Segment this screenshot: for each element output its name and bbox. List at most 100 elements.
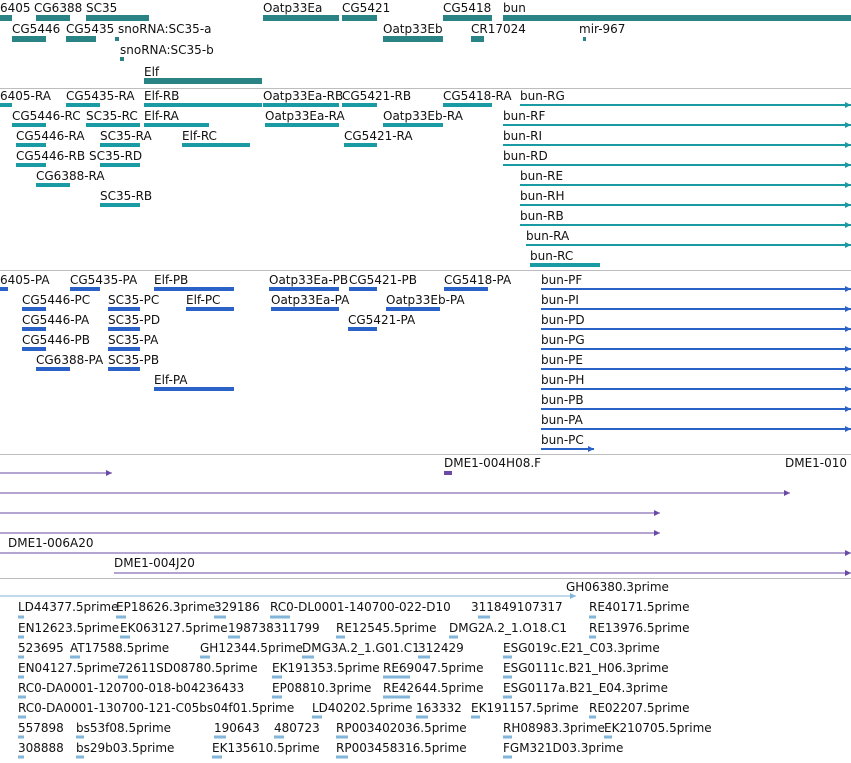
feature-bar[interactable] <box>272 675 282 679</box>
feature[interactable]: CG5446-RC <box>12 109 81 127</box>
feature-bar[interactable] <box>274 735 284 739</box>
feature-bar[interactable] <box>0 472 112 474</box>
feature[interactable]: Oatp33Eb-PA <box>386 293 465 311</box>
feature-bar[interactable] <box>263 15 339 21</box>
feature-bar[interactable] <box>444 287 488 291</box>
feature-bar[interactable] <box>18 635 24 639</box>
feature[interactable]: 190643 <box>214 721 260 739</box>
feature-bar[interactable] <box>144 103 262 107</box>
feature[interactable]: DME1-010 <box>0 456 847 496</box>
feature[interactable]: DME1-004H08.F <box>444 456 541 475</box>
feature[interactable]: ESG0111c.B21_H06.3prime <box>503 661 669 679</box>
feature-bar[interactable] <box>18 715 26 719</box>
feature-bar[interactable] <box>118 675 128 679</box>
feature-bar[interactable] <box>214 615 226 619</box>
feature-bar[interactable] <box>526 244 851 246</box>
feature-bar[interactable] <box>503 695 512 699</box>
feature-bar[interactable] <box>541 368 851 370</box>
feature-bar[interactable] <box>383 675 410 679</box>
feature[interactable]: RE12545.5prime <box>336 621 437 639</box>
feature-bar[interactable] <box>18 695 26 699</box>
feature[interactable]: EK063127.5prime <box>120 621 228 639</box>
feature-bar[interactable] <box>478 615 490 619</box>
feature[interactable]: CG5446-PC <box>22 293 90 311</box>
feature[interactable]: bun-PG <box>541 333 851 352</box>
feature[interactable]: AT17588.5prime <box>70 641 169 659</box>
feature[interactable]: bun-RI <box>503 129 851 148</box>
feature[interactable]: EK191157.5prime <box>471 701 579 719</box>
feature[interactable]: CG5435-RA <box>66 89 135 107</box>
feature[interactable]: RE02207.5prime <box>589 701 690 719</box>
feature[interactable]: 312429 <box>418 641 464 659</box>
feature[interactable]: mir-967 <box>579 22 625 41</box>
feature[interactable]: EK191353.5prime <box>272 661 380 679</box>
feature[interactable]: bun-PH <box>541 373 851 392</box>
feature[interactable]: Oatp33Eb-RA <box>383 109 464 127</box>
feature[interactable]: bs29b03.5prime <box>76 741 174 759</box>
feature-bar[interactable] <box>503 124 851 126</box>
feature-bar[interactable] <box>449 635 458 639</box>
feature-bar[interactable] <box>541 288 851 290</box>
feature-bar[interactable] <box>302 655 314 659</box>
feature[interactable]: CG5435-PA <box>70 273 138 291</box>
feature[interactable]: 198738311799 <box>228 621 320 639</box>
feature-bar[interactable] <box>182 143 250 147</box>
feature[interactable]: bs53f08.5prime <box>76 721 171 739</box>
feature[interactable]: RP003458316.5prime <box>336 741 467 759</box>
feature-bar[interactable] <box>336 735 348 739</box>
feature-bar[interactable] <box>12 123 46 127</box>
feature-bar[interactable] <box>120 635 130 639</box>
feature-bar[interactable] <box>530 263 600 267</box>
feature[interactable]: RC0-DA0001-130700-121-C05bs04f01.5prime <box>18 701 294 719</box>
feature[interactable]: EK135610.5prime <box>212 741 320 759</box>
feature-bar[interactable] <box>520 224 851 226</box>
feature[interactable]: bun-RC <box>530 249 600 267</box>
feature[interactable]: 163332 <box>416 701 462 719</box>
feature[interactable]: bun-RF <box>503 109 851 128</box>
feature[interactable]: bun-RG <box>520 89 851 108</box>
feature[interactable]: SC35-RA <box>100 129 152 147</box>
feature-bar[interactable] <box>114 572 851 574</box>
feature-bar[interactable] <box>342 15 377 21</box>
feature-bar[interactable] <box>36 15 70 21</box>
feature-bar[interactable] <box>349 287 377 291</box>
feature[interactable]: 329186 <box>214 600 260 619</box>
feature[interactable]: Elf-RC <box>182 129 250 147</box>
feature-bar[interactable] <box>471 36 484 42</box>
feature-bar[interactable] <box>541 308 851 310</box>
feature-bar[interactable] <box>228 635 240 639</box>
feature-bar[interactable] <box>86 123 140 127</box>
feature-bar[interactable] <box>0 103 12 107</box>
feature-bar[interactable] <box>383 36 443 42</box>
feature[interactable] <box>0 470 112 476</box>
feature[interactable]: CG5446-RB <box>16 149 85 167</box>
feature-bar[interactable] <box>383 695 410 699</box>
feature-bar[interactable] <box>263 103 339 107</box>
feature[interactable]: CG6388-RA <box>36 169 105 187</box>
feature[interactable]: bun-PD <box>541 313 851 332</box>
feature[interactable]: CG6388 <box>34 1 82 21</box>
feature-bar[interactable] <box>100 163 140 167</box>
feature-bar[interactable] <box>22 327 46 331</box>
feature-bar[interactable] <box>108 347 140 351</box>
feature[interactable]: bun-PF <box>541 273 851 292</box>
feature-bar[interactable] <box>100 143 140 147</box>
feature[interactable]: EN04127.5prime <box>18 661 119 679</box>
feature-bar[interactable] <box>604 735 612 739</box>
feature-bar[interactable] <box>344 143 377 147</box>
feature[interactable]: bun-PB <box>541 393 851 412</box>
feature-bar[interactable] <box>503 144 851 146</box>
feature-bar[interactable] <box>541 388 851 390</box>
feature-bar[interactable] <box>503 15 851 21</box>
feature[interactable]: SC35-RC <box>86 109 140 127</box>
feature-bar[interactable] <box>70 287 100 291</box>
feature-bar[interactable] <box>503 655 512 659</box>
feature-bar[interactable] <box>18 755 24 759</box>
feature-bar[interactable] <box>16 163 46 167</box>
feature-bar[interactable] <box>18 675 24 679</box>
feature[interactable]: ESG019c.E21_C03.3prime <box>503 641 660 659</box>
feature[interactable]: RE40171.5prime <box>589 600 690 619</box>
feature[interactable]: Elf-PB <box>154 273 234 291</box>
feature[interactable]: RC0-DA0001-120700-018-b04236433 <box>18 681 244 699</box>
feature[interactable]: SC35-PC <box>108 293 159 311</box>
